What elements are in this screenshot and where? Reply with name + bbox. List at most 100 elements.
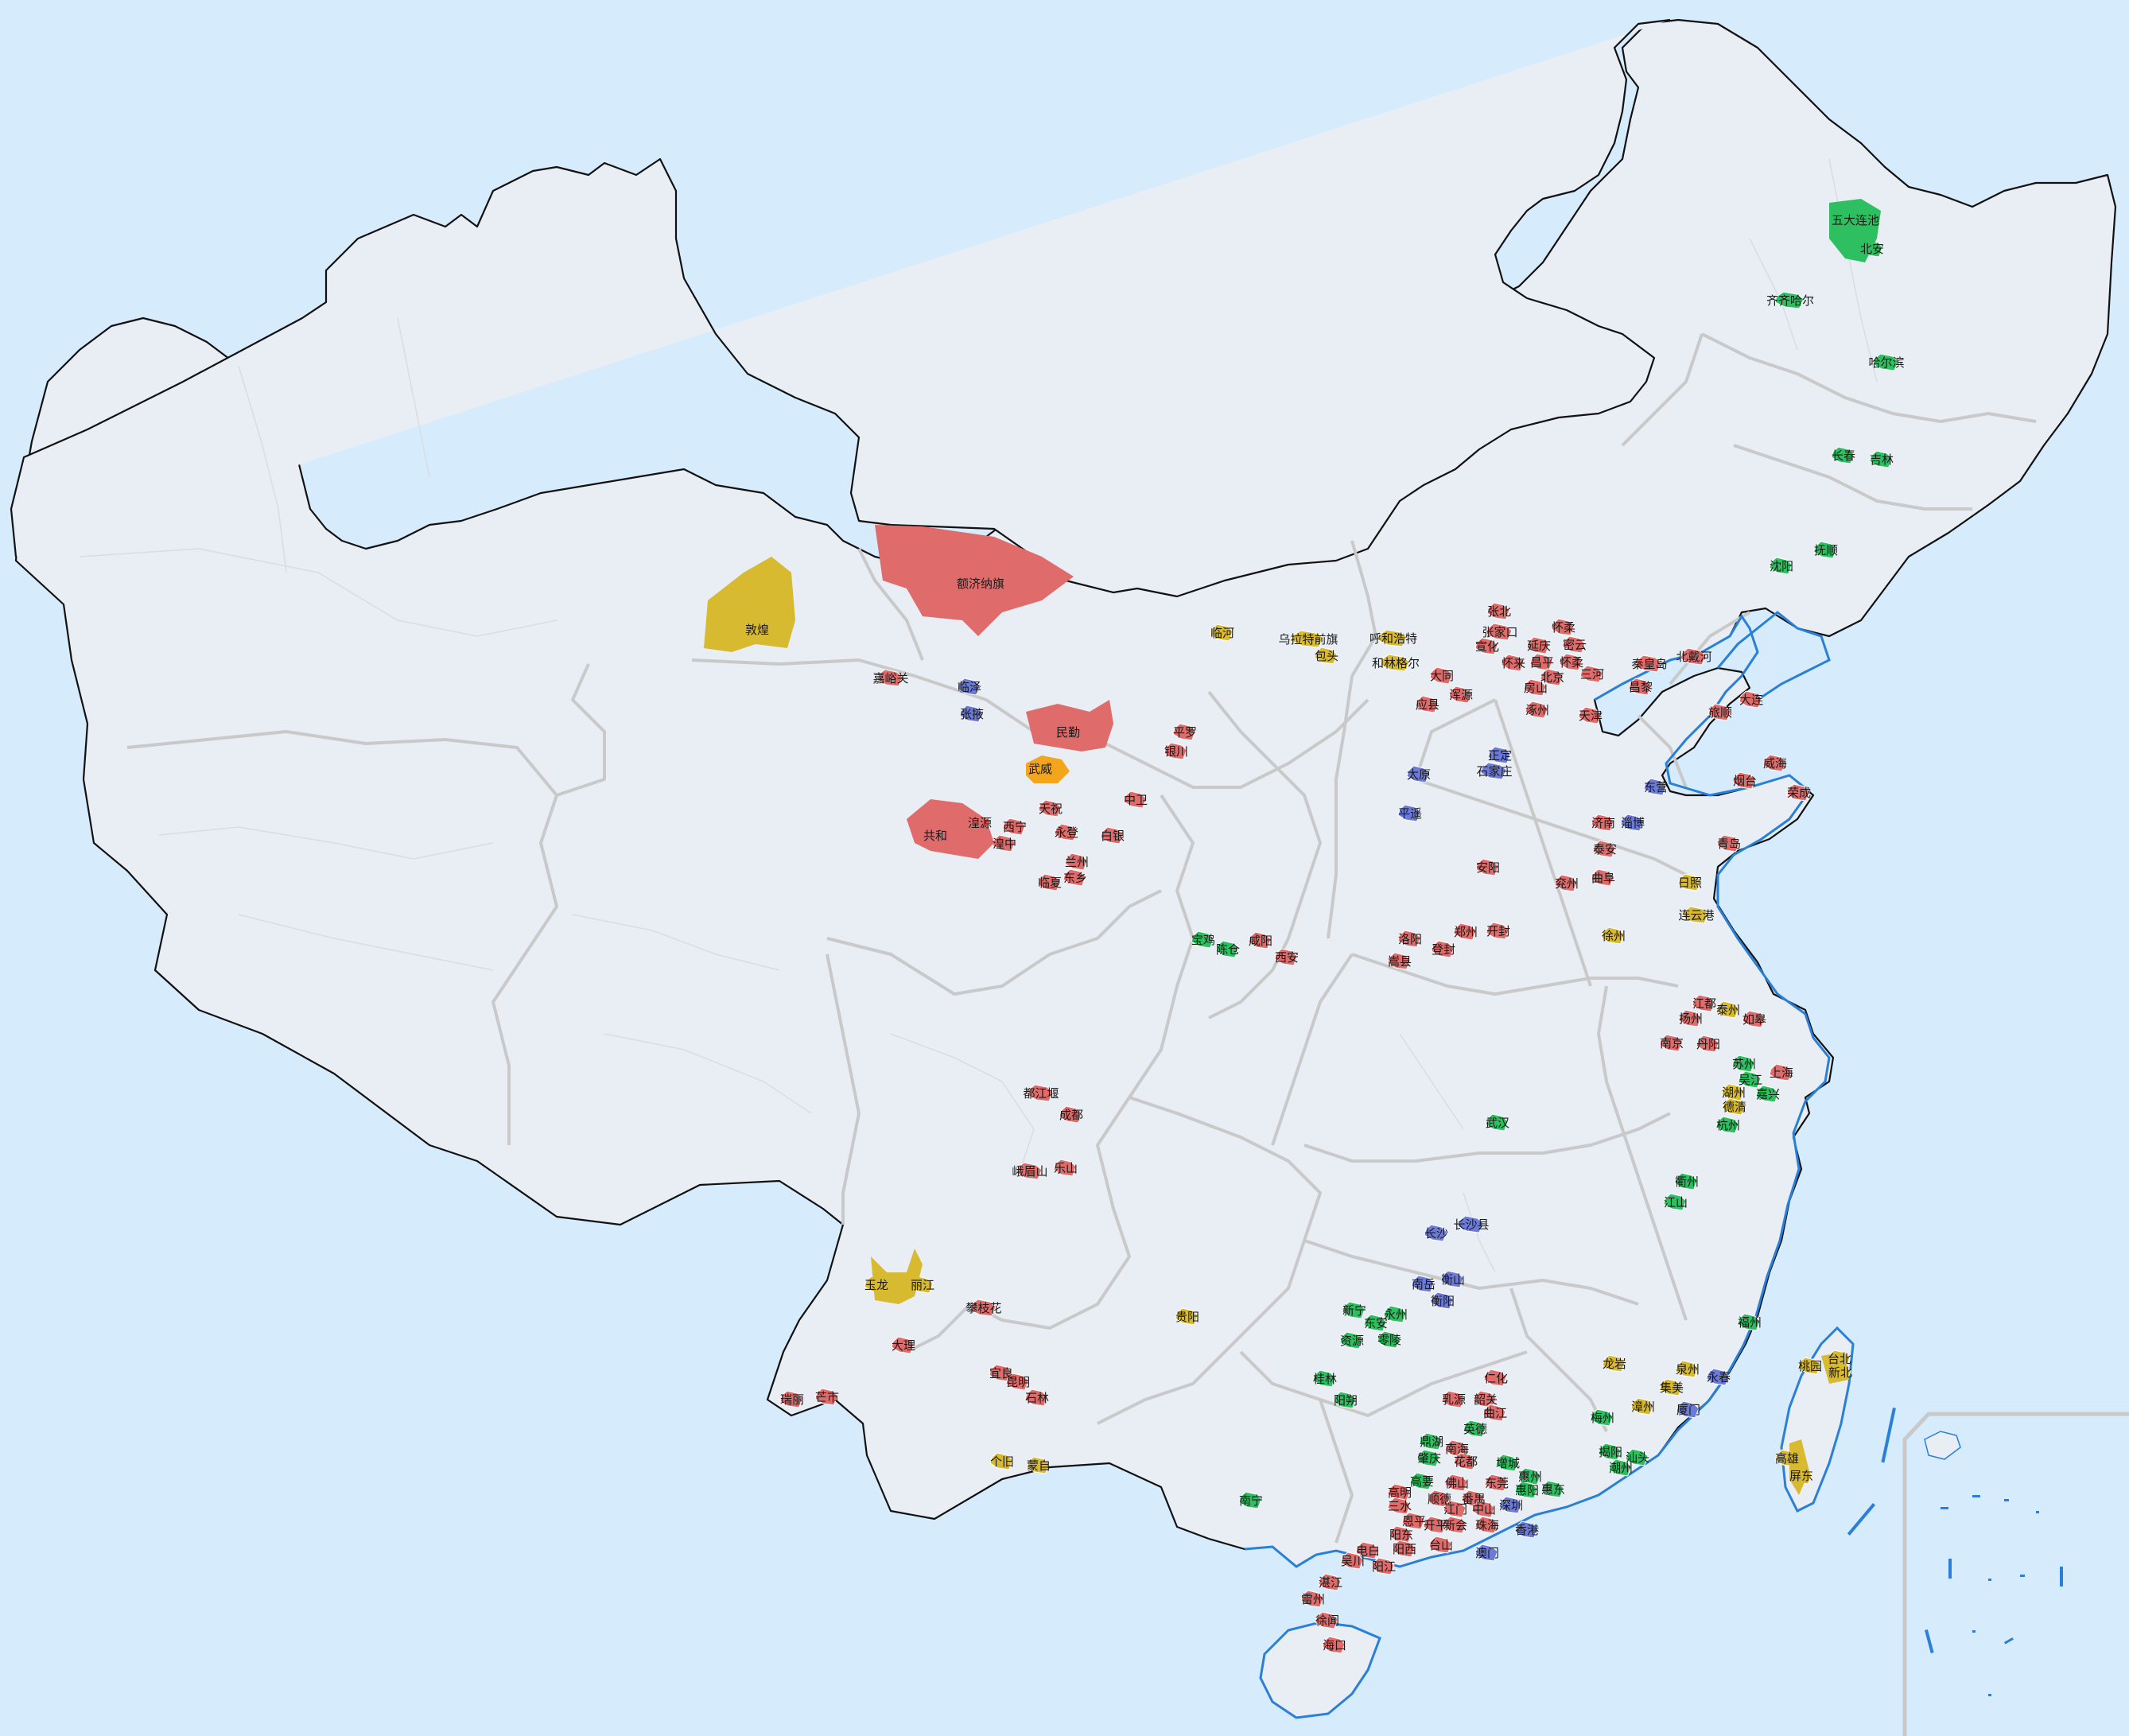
place-label: 澳门: [1475, 1546, 1499, 1560]
place-label: 延庆: [1527, 639, 1551, 653]
inset-island: [1924, 1431, 1961, 1460]
province-boundaries: [79, 158, 2037, 1544]
place-label: 昆明: [1006, 1375, 1030, 1389]
place-label: 北安: [1860, 242, 1884, 256]
region-169: [1474, 1544, 1498, 1562]
region-wuwei: [1026, 755, 1070, 783]
place-label: 长沙县: [1453, 1218, 1489, 1232]
place-label: 开封: [1486, 924, 1510, 938]
region-180: [1315, 1611, 1338, 1629]
region-8: [1680, 647, 1707, 666]
place-label: 咸阳: [1249, 934, 1272, 948]
place-label: 银川: [1164, 744, 1188, 759]
place-label: 英德: [1463, 1422, 1487, 1436]
region-28: [1448, 685, 1472, 704]
region-79: [1248, 931, 1272, 950]
place-label: 湟源: [968, 816, 992, 830]
place-label: 涿州: [1525, 703, 1549, 717]
place-label: 兰州: [1065, 855, 1089, 869]
place-label: 烟台: [1733, 774, 1757, 788]
place-label: 台北: [1828, 1352, 1851, 1366]
place-label: 泉州: [1676, 1362, 1700, 1377]
region-27: [1429, 666, 1453, 685]
place-label: 开平: [1424, 1518, 1447, 1532]
place-label: 桃园: [1798, 1359, 1822, 1373]
region-174: [1026, 1456, 1050, 1474]
region-172: [1371, 1557, 1395, 1575]
place-label: 江都: [1692, 996, 1716, 1011]
place-label: 五大连池: [1832, 213, 1879, 227]
place-label: 个旧: [990, 1454, 1014, 1469]
region-92: [1722, 1097, 1746, 1116]
region-99: [1485, 1113, 1509, 1132]
place-label: 如皋: [1742, 1012, 1766, 1027]
place-label: 民勤: [1056, 725, 1080, 740]
place-label: 江门: [1443, 1502, 1467, 1517]
region-46: [1054, 823, 1078, 841]
place-label: 秦皇岛: [1631, 657, 1667, 671]
place-label: 南海: [1445, 1442, 1469, 1456]
place-label: 增城: [1496, 1456, 1520, 1470]
region-53: [1002, 818, 1026, 836]
place-label: 惠东: [1541, 1482, 1565, 1497]
place-label: 应县: [1416, 697, 1439, 712]
region-34: [1380, 654, 1410, 672]
place-label: 东营: [1644, 780, 1668, 794]
region-44: [1123, 790, 1147, 809]
region-68: [1554, 874, 1578, 892]
region-72: [1601, 926, 1625, 945]
region-166: [1423, 1516, 1447, 1534]
place-label: 阳朔: [1334, 1393, 1358, 1408]
region-58: [1480, 762, 1507, 780]
region-55: [1406, 765, 1430, 783]
place-label: 安阳: [1476, 860, 1500, 875]
region-81: [1274, 948, 1298, 966]
place-label: 汕头: [1626, 1451, 1649, 1465]
place-label: 德清: [1723, 1100, 1746, 1114]
place-label: 荣成: [1787, 786, 1811, 800]
place-label: 徐州: [1602, 929, 1626, 943]
region-73: [1397, 930, 1421, 948]
region-95: [1027, 1084, 1054, 1102]
region-171: [1340, 1552, 1364, 1570]
region-85: [1742, 1010, 1766, 1028]
region-170: [1355, 1541, 1379, 1559]
region-137: [1482, 1404, 1506, 1422]
place-label: 南岳: [1412, 1277, 1436, 1291]
region-153: [1540, 1480, 1564, 1498]
place-label: 乐山: [1054, 1161, 1078, 1175]
region-54: [992, 834, 1016, 852]
place-label: 吴江: [1739, 1073, 1762, 1087]
place-label: 惠州: [1518, 1470, 1542, 1484]
region-21: [1559, 653, 1583, 671]
place-label: 平罗: [1173, 725, 1197, 740]
region-118: [1602, 1354, 1626, 1373]
place-label: 沈阳: [1770, 559, 1793, 573]
place-label: 哈尔滨: [1868, 355, 1904, 370]
place-label: 淄博: [1621, 816, 1645, 830]
place-label: 北京: [1540, 670, 1564, 685]
region-148: [1517, 1467, 1541, 1486]
region-20: [1529, 653, 1553, 671]
region-minqin: [1026, 700, 1113, 751]
region-167: [1428, 1536, 1452, 1554]
hainan-island: [1259, 1621, 1381, 1719]
place-label: 韶关: [1474, 1392, 1498, 1407]
place-label: 西宁: [1003, 820, 1027, 834]
region-90: [1738, 1070, 1762, 1089]
region-109: [969, 1299, 997, 1317]
region-9: [1635, 654, 1662, 673]
place-label: 太原: [1407, 767, 1431, 782]
region-160: [1471, 1500, 1495, 1518]
northwest-outline: [10, 18, 1671, 598]
place-label: 扬州: [1679, 1012, 1703, 1026]
region-82: [1692, 994, 1715, 1012]
place-label: 张北: [1487, 604, 1511, 619]
region-67: [1591, 868, 1614, 887]
place-label: 吴川: [1341, 1554, 1365, 1568]
place-label: 嘉峪关: [872, 671, 908, 685]
region-96: [1059, 1105, 1082, 1124]
place-label: 曲阜: [1591, 871, 1615, 885]
region-120: [1706, 1368, 1730, 1386]
place-label: 丹阳: [1696, 1037, 1720, 1051]
